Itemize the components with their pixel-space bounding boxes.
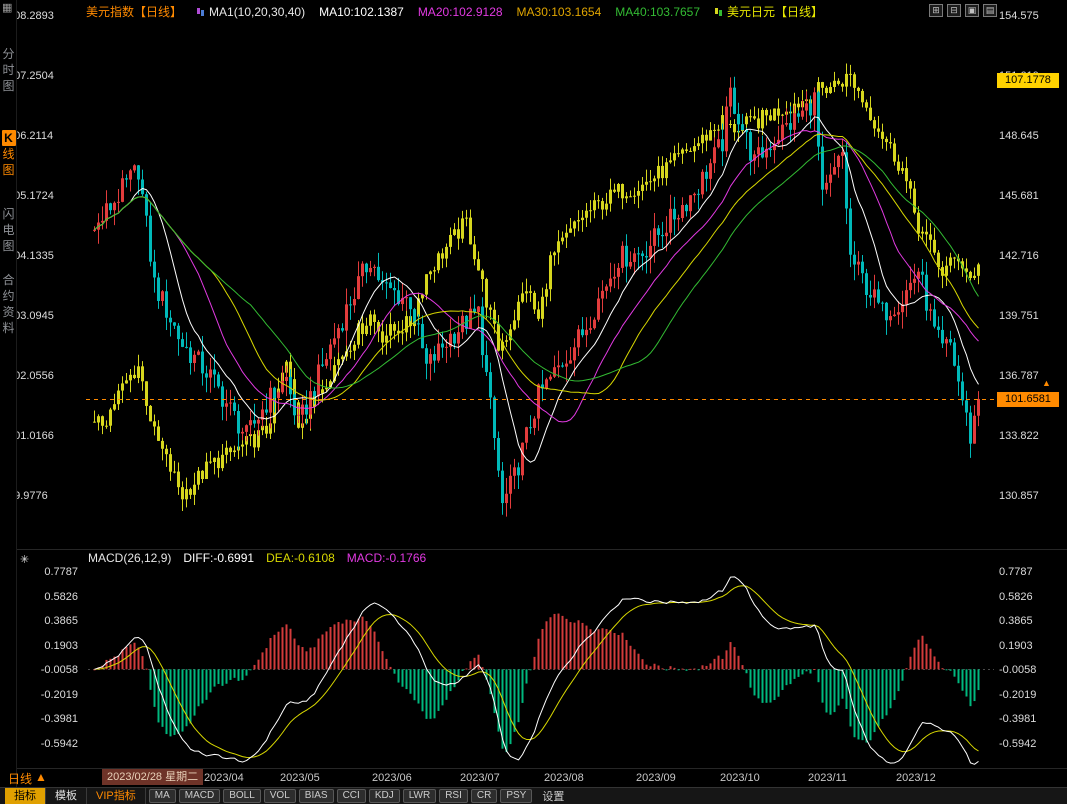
- sidebar-tab-char: 线: [2, 147, 15, 161]
- macd-bar-value: MACD:-0.1766: [346, 551, 427, 565]
- app-grid-icon[interactable]: ▦: [2, 2, 13, 14]
- ma-params-label: MA1(10,20,30,40): [209, 4, 306, 19]
- indicator-button-psy[interactable]: PSY: [500, 789, 533, 803]
- indicator-button-boll[interactable]: BOLL: [223, 789, 261, 803]
- indicator-button-lwr[interactable]: LWR: [402, 789, 437, 803]
- toolbar-tab-indicators[interactable]: 指标: [5, 788, 46, 804]
- sidebar-tab-char: 图: [2, 163, 15, 177]
- chevron-up-icon: ▲: [35, 770, 47, 784]
- ma-group: MA1(10,20,30,40): [196, 5, 305, 19]
- sidebar-tab-char: 约: [2, 289, 15, 303]
- window-layout-icon-1[interactable]: ⊞: [929, 4, 943, 17]
- indicator-flower-icon[interactable]: ✳: [20, 554, 30, 566]
- window-layout-icon-4[interactable]: ▤: [983, 4, 997, 17]
- latest-price-tag: 101.6581: [997, 391, 1059, 407]
- bottom-toolbar: 指标 模板 VIP指标 MA MACD BOLL VOL BIAS CCI KDJ LWR RSI CR…: [0, 787, 1067, 804]
- macd-dea-value: DEA:-0.6108: [266, 551, 335, 565]
- indicator-button-rsi[interactable]: RSI: [439, 789, 468, 803]
- selected-date-badge: 2023/02/28 星期二: [102, 769, 204, 785]
- period-selector[interactable]: 日线 ▲: [8, 770, 47, 787]
- sidebar-tab-char: 电: [2, 223, 15, 237]
- overlay-symbol-title: 美元日元【日线】: [727, 5, 824, 19]
- window-layout-icon-2[interactable]: ⊟: [947, 4, 961, 17]
- indicator-button-cci[interactable]: CCI: [336, 789, 366, 803]
- sidebar-tab-char: 料: [2, 321, 15, 335]
- sidebar-tab-contract-info[interactable]: 合约资料: [1, 272, 16, 336]
- overlay-symbol-group: 美元日元【日线】: [714, 3, 823, 20]
- toolbar-tab-vip-indicators[interactable]: VIP指标: [87, 788, 146, 804]
- sidebar-tab-time-chart[interactable]: 分时图: [1, 46, 16, 94]
- indicator-button-cr[interactable]: CR: [470, 789, 498, 803]
- ma20-value: MA20:102.9128: [417, 4, 503, 19]
- sidebar-tab-char: 合: [2, 273, 15, 287]
- toolbar-tab-templates[interactable]: 模板: [46, 788, 87, 804]
- price-alert-arrow-icon: ▲: [1042, 377, 1051, 388]
- period-label: 日线: [8, 772, 33, 786]
- sidebar-tab-char: 闪: [2, 207, 15, 221]
- indicator-button-vol[interactable]: VOL: [263, 789, 296, 803]
- sidebar-tab-char: 时: [2, 63, 15, 77]
- indicator-button-macd[interactable]: MACD: [178, 789, 221, 803]
- ma30-value: MA30:103.1654: [516, 4, 602, 19]
- main-symbol-title: 美元指数【日线】: [86, 5, 183, 19]
- macd-diff-value: DIFF:-0.6991: [183, 551, 255, 565]
- macd-params-label: MACD(26,12,9): [88, 551, 172, 565]
- indicator-button-bias[interactable]: BIAS: [298, 789, 334, 803]
- macd-header: MACD(26,12,9) DIFF:-0.6991 DEA:-0.6108 M…: [88, 551, 426, 565]
- sidebar-tab-char: 资: [2, 305, 15, 319]
- window-layout-icon-3[interactable]: ▣: [965, 4, 979, 17]
- high-price-tag: 107.1778: [997, 73, 1059, 89]
- window-layout-controls: ⊞ ⊟ ▣ ▤: [929, 4, 997, 17]
- ma40-value: MA40:103.7657: [615, 4, 701, 19]
- candlestick-icon: [715, 8, 723, 16]
- sidebar-tab-flash-chart[interactable]: 闪电图: [1, 206, 16, 254]
- settings-button[interactable]: 设置: [542, 791, 565, 803]
- sidebar-tab-char: 分: [2, 47, 15, 61]
- indicator-button-kdj[interactable]: KDJ: [368, 789, 400, 803]
- sidebar-tab-char: 图: [2, 239, 15, 253]
- sidebar-tab-char: K: [1, 130, 16, 146]
- indicator-button-ma[interactable]: MA: [148, 789, 176, 803]
- chart-header: 美元指数【日线】 MA1(10,20,30,40) MA10:102.1387 …: [86, 3, 823, 20]
- ma10-value: MA10:102.1387: [319, 4, 404, 19]
- sidebar-tab-char: 图: [2, 79, 15, 93]
- candlestick-icon: [197, 8, 205, 16]
